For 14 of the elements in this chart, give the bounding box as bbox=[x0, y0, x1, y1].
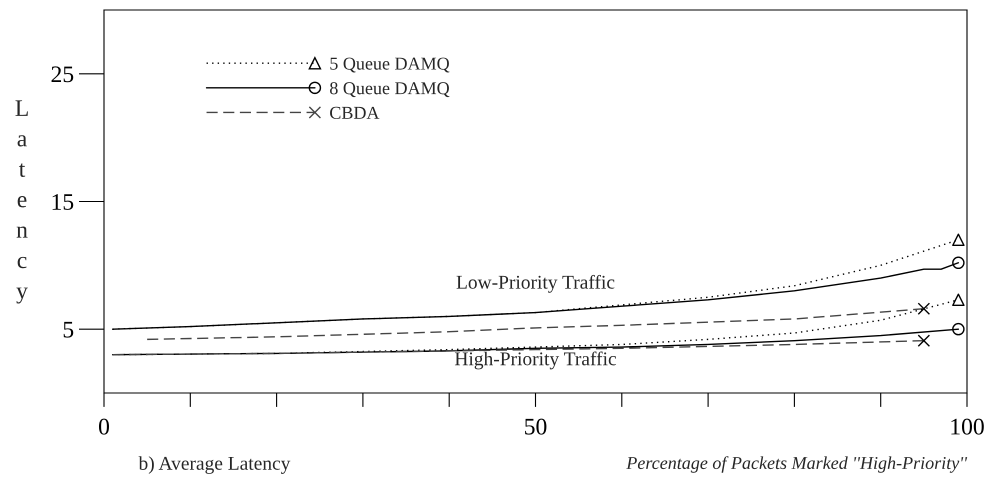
x-tick-label: 50 bbox=[525, 418, 546, 435]
y-tick-label: 15 bbox=[52, 194, 74, 210]
x-axis-title: Percentage of Packets Marked ''High-Priority'' bbox=[626, 456, 968, 473]
text: b) Average Latency bbox=[138, 456, 290, 474]
y-axis-title: Latency bbox=[15, 100, 28, 304]
annotation: Low-Priority Traffic bbox=[456, 274, 614, 293]
y-tick-label: 5 bbox=[64, 322, 74, 338]
legend-label: 8 Queue DAMQ bbox=[330, 82, 450, 98]
x-tick-label: 0 bbox=[98, 418, 110, 435]
legend-label: 5 Queue DAMQ bbox=[330, 58, 450, 72]
x-tick-label: 100 bbox=[951, 418, 984, 435]
annotation: High-Priority Traffic bbox=[454, 352, 616, 370]
legend-label: CBDA bbox=[330, 106, 380, 119]
y-tick-label: 25 bbox=[52, 66, 74, 82]
